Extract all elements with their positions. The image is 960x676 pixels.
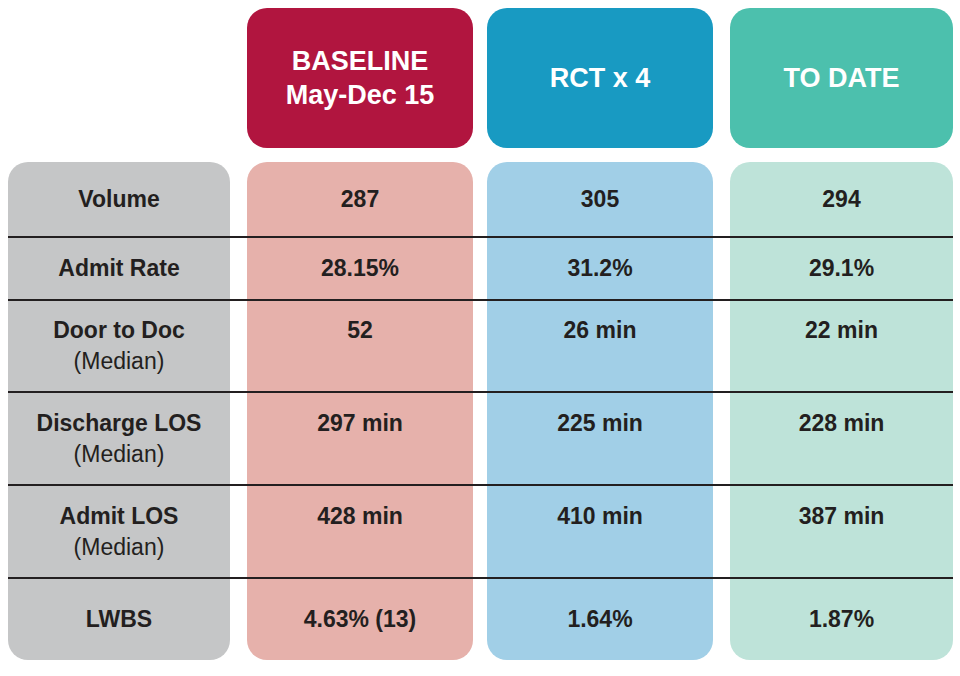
row-label-admit-los: Admit LOS (Median) [8,485,230,578]
row-label-text: Admit Rate [58,253,179,284]
cell-rct-admit-los: 410 min [487,485,713,578]
cell-baseline-lwbs: 4.63% (13) [247,578,473,660]
row-label-lwbs: LWBS [8,578,230,660]
row-label-text: Door to Doc [53,315,185,346]
row-divider [8,577,953,579]
cell-baseline-admit-rate: 28.15% [247,237,473,300]
row-sublabel-text: (Median) [74,532,165,563]
column-header-rct: RCT x 4 [487,8,713,148]
row-label-admit-rate: Admit Rate [8,237,230,300]
cell-rct-discharge-los: 225 min [487,392,713,485]
cell-todate-admit-los: 387 min [730,485,953,578]
cell-rct-door-to-doc: 26 min [487,300,713,392]
cell-rct-volume: 305 [487,162,713,237]
row-label-door-to-doc: Door to Doc (Median) [8,300,230,392]
cell-todate-admit-rate: 29.1% [730,237,953,300]
row-label-text: Volume [78,184,159,215]
column-header-todate-label: TO DATE [783,61,899,95]
row-sublabel-text: (Median) [74,346,165,377]
cell-baseline-admit-los: 428 min [247,485,473,578]
column-header-baseline-line1: BASELINE [292,44,429,78]
row-divider [8,236,953,238]
row-label-text: Admit LOS [60,501,179,532]
row-label-discharge-los: Discharge LOS (Median) [8,392,230,485]
row-label-volume: Volume [8,162,230,237]
column-header-baseline: BASELINE May-Dec 15 [247,8,473,148]
cell-todate-door-to-doc: 22 min [730,300,953,392]
row-sublabel-text: (Median) [74,439,165,470]
column-header-rct-label: RCT x 4 [550,61,651,95]
comparison-table: BASELINE May-Dec 15 RCT x 4 TO DATE Volu… [0,0,960,676]
column-header-todate: TO DATE [730,8,953,148]
row-divider [8,484,953,486]
cell-baseline-volume: 287 [247,162,473,237]
row-label-text: Discharge LOS [37,408,202,439]
cell-todate-lwbs: 1.87% [730,578,953,660]
cell-rct-lwbs: 1.64% [487,578,713,660]
row-divider [8,391,953,393]
cell-todate-discharge-los: 228 min [730,392,953,485]
cell-todate-volume: 294 [730,162,953,237]
row-divider [8,299,953,301]
column-header-baseline-line2: May-Dec 15 [286,78,435,112]
cell-rct-admit-rate: 31.2% [487,237,713,300]
row-label-text: LWBS [86,604,152,635]
cell-baseline-discharge-los: 297 min [247,392,473,485]
cell-baseline-door-to-doc: 52 [247,300,473,392]
